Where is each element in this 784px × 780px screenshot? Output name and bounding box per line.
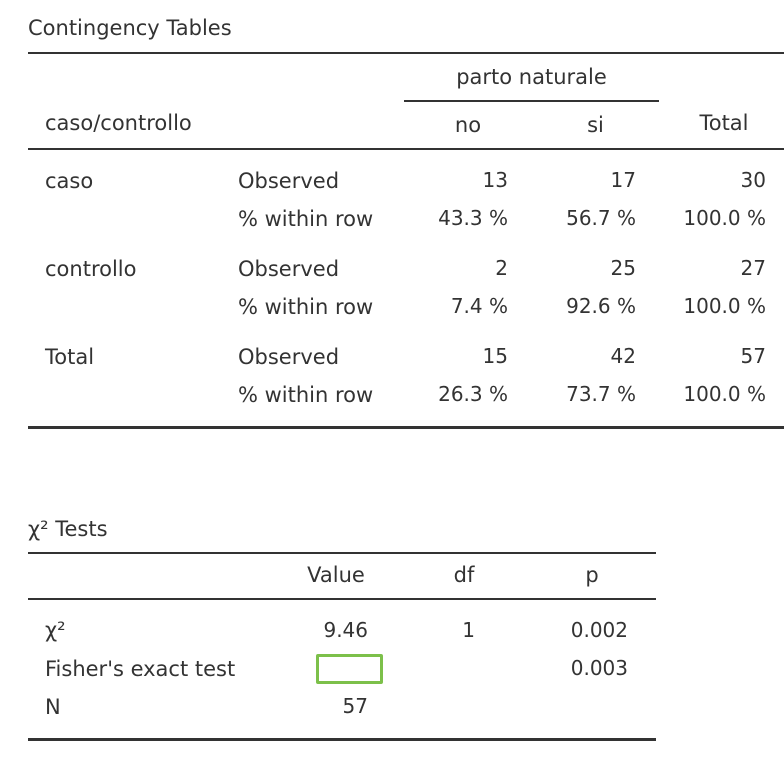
cell-caso-pct-si: 56.7 % [566, 206, 636, 230]
cell-total-pct-no: 26.3 % [438, 382, 508, 406]
cell-total-pct-total: 100.0 % [683, 382, 766, 406]
row-label-caso: caso [45, 169, 94, 193]
cell-caso-observed-si: 17 [610, 168, 636, 192]
cell-caso-observed-no: 13 [482, 168, 508, 192]
contingency-bottom-rule [28, 426, 784, 429]
cell-total-observed-si: 42 [610, 344, 636, 368]
chi-tests-title: χ² Tests [28, 517, 108, 541]
test-label-chi-squared: χ² [45, 618, 66, 642]
row-label-controllo: controllo [45, 257, 137, 281]
group-header-parto-naturale: parto naturale [456, 65, 607, 89]
statistic-label-observed: Observed [238, 169, 340, 193]
cell-chi-squared-p: 0.002 [570, 618, 628, 642]
test-label-n: N [45, 695, 61, 719]
row-label-total: Total [45, 345, 95, 369]
column-header-p: p [585, 563, 599, 587]
cell-controllo-observed-total: 27 [740, 256, 766, 280]
group-header-rule [404, 100, 659, 102]
cell-caso-observed-total: 30 [740, 168, 766, 192]
column-header-total: Total [699, 111, 749, 135]
chi-tests-top-rule [28, 552, 656, 554]
statistic-label-pct-within-row: % within row [238, 383, 374, 407]
statistic-label-pct-within-row: % within row [238, 207, 374, 231]
cell-chi-squared-df: 1 [462, 618, 475, 642]
cell-controllo-observed-si: 25 [610, 256, 636, 280]
test-label-fishers-exact: Fisher's exact test [45, 657, 236, 681]
cell-chi-squared-value: 9.46 [323, 618, 368, 642]
row-variable-header: caso/controllo [45, 111, 192, 135]
cell-controllo-pct-no: 7.4 % [450, 294, 508, 318]
chi-tests-header-rule [28, 598, 656, 600]
statistic-label-observed: Observed [238, 345, 340, 369]
column-header-si: si [587, 113, 604, 137]
cell-n-value: 57 [342, 694, 368, 718]
cell-total-pct-si: 73.7 % [566, 382, 636, 406]
fishers-value-highlight-box[interactable] [316, 654, 383, 684]
cell-caso-pct-no: 43.3 % [438, 206, 508, 230]
column-header-value: Value [307, 563, 365, 587]
statistic-label-pct-within-row: % within row [238, 295, 374, 319]
contingency-table-title: Contingency Tables [28, 16, 232, 40]
chi-tests-bottom-rule [28, 738, 656, 741]
cell-total-observed-total: 57 [740, 344, 766, 368]
column-header-df: df [453, 563, 475, 587]
cell-controllo-pct-total: 100.0 % [683, 294, 766, 318]
cell-controllo-observed-no: 2 [495, 256, 508, 280]
contingency-top-rule [28, 52, 784, 54]
column-header-no: no [454, 113, 482, 137]
statistic-label-observed: Observed [238, 257, 340, 281]
contingency-header-rule [28, 148, 784, 150]
cell-fishers-p: 0.003 [570, 656, 628, 680]
cell-total-observed-no: 15 [482, 344, 508, 368]
cell-controllo-pct-si: 92.6 % [566, 294, 636, 318]
cell-caso-pct-total: 100.0 % [683, 206, 766, 230]
